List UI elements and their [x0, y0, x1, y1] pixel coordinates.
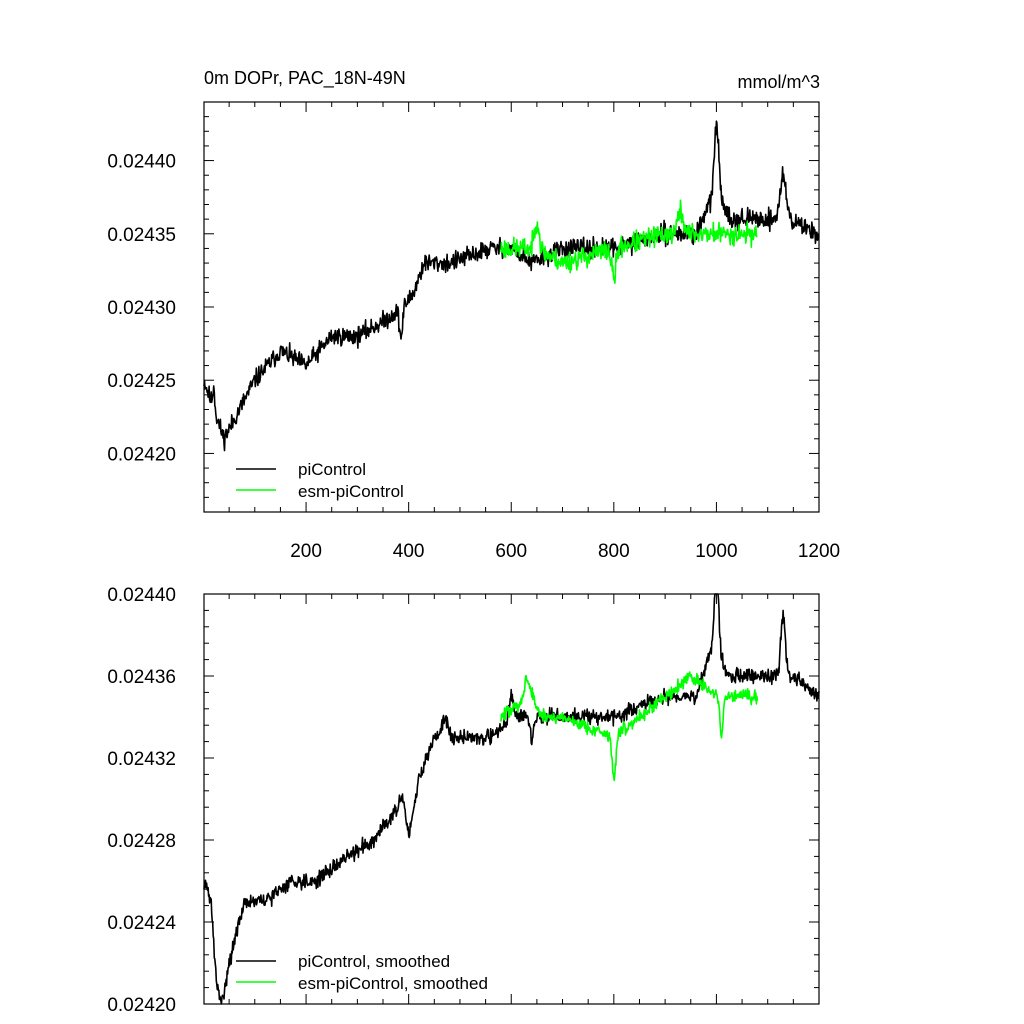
top-units-label: mmol/m^3: [738, 72, 820, 92]
bottom-ticks-layer: 0.02420 0.02424 0.02428 0.02432 0.02436 0.024…: [107, 585, 820, 1016]
x-tick-label: 1200: [798, 541, 840, 562]
series-line-esm-picontrol-smoothed: [500, 671, 759, 782]
top-chart-title: 0m DOPr, PAC_18N-49N: [204, 68, 406, 89]
bottom-plot-frame: [203, 593, 820, 1005]
y-tick-label: 0.02428: [107, 831, 176, 852]
top-panel: 0m DOPr, PAC_18N-49N mmol/m^3 200 400 600 8…: [107, 68, 840, 562]
x-tick-label: 600: [495, 541, 527, 562]
legend-label-picontrol: piControl: [298, 460, 366, 479]
y-tick-label: 0.02420: [107, 995, 176, 1016]
legend-label-esm-picontrol: esm-piControl: [298, 482, 404, 501]
y-tick-label: 0.02430: [107, 298, 176, 319]
x-tick-label: 400: [393, 541, 425, 562]
x-tick-label: 800: [598, 541, 630, 562]
legend-label-picontrol-smoothed: piControl, smoothed: [298, 952, 450, 971]
top-plot-frame: [203, 101, 820, 513]
y-tick-label: 0.02440: [107, 585, 176, 606]
bottom-legend: piControl, smoothed esm-piControl, smoot…: [236, 952, 488, 993]
bottom-series-layer: [203, 593, 820, 1005]
series-line-picontrol: [203, 120, 820, 452]
top-series-layer: [203, 120, 820, 452]
x-tick-label: 1000: [695, 541, 737, 562]
y-tick-label: 0.02440: [107, 152, 176, 173]
y-tick-label: 0.02435: [107, 225, 176, 246]
x-tick-label: 200: [290, 541, 322, 562]
y-tick-label: 0.02424: [107, 913, 176, 934]
bottom-panel: 0.02420 0.02424 0.02428 0.02432 0.02436 0.024…: [107, 585, 820, 1016]
series-line-picontrol-smoothed: [203, 593, 820, 1005]
top-legend: piControl esm-piControl: [236, 460, 404, 501]
series-line-esm-picontrol: [500, 199, 758, 284]
y-tick-label: 0.02432: [107, 749, 176, 770]
top-ticks-layer: 200 400 600 800 1000 1200 0.02420 0.02425 0.0243…: [107, 101, 840, 562]
y-tick-label: 0.02436: [107, 667, 176, 688]
legend-label-esm-picontrol-smoothed: esm-piControl, smoothed: [298, 974, 488, 993]
y-tick-label: 0.02420: [107, 444, 176, 465]
y-tick-label: 0.02425: [107, 371, 176, 392]
